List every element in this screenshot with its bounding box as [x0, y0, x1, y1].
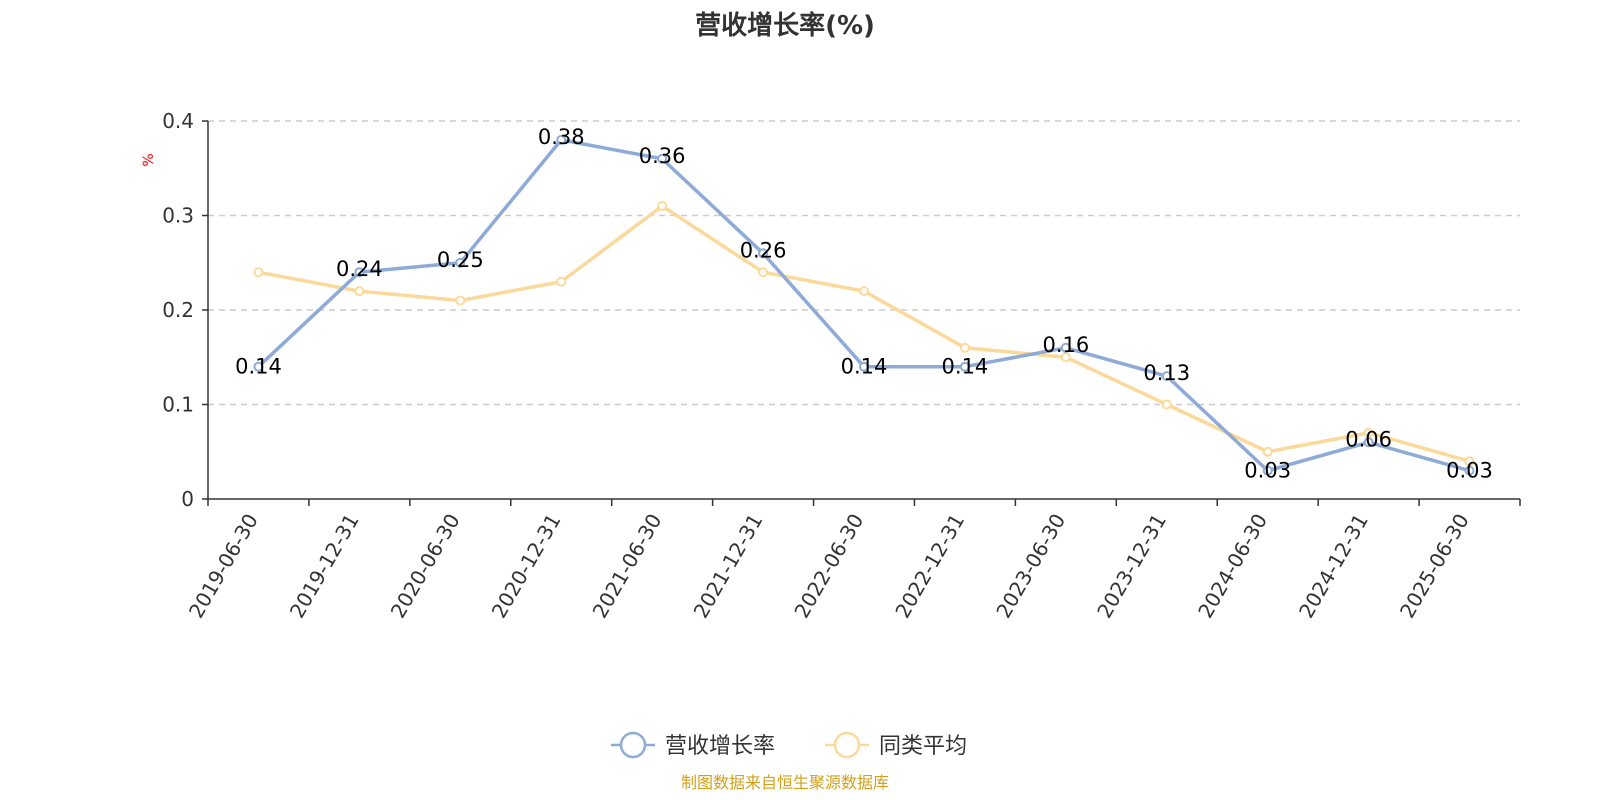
x-tick-label: 2020-06-30 — [386, 510, 465, 623]
data-label: 0.13 — [1143, 361, 1190, 385]
x-tick-label: 2022-06-30 — [789, 510, 868, 623]
data-label: 0.14 — [841, 355, 888, 379]
data-point-series-1 — [253, 267, 264, 278]
data-point-series-0 — [657, 153, 668, 164]
data-point-series-1 — [455, 295, 466, 306]
data-point-series-1 — [657, 201, 668, 212]
data-label: 0.26 — [740, 238, 787, 262]
data-label: 0.24 — [336, 257, 383, 281]
data-label: 0.16 — [1042, 333, 1089, 357]
y-tick-label: 0.1 — [162, 393, 194, 417]
source-note: 制图数据来自恒生聚源数据库 — [681, 773, 889, 792]
series-line-1 — [258, 204, 1471, 463]
x-tick-label: 2024-06-30 — [1193, 510, 1272, 623]
data-point-series-1 — [758, 267, 769, 278]
x-tick-label: 2024-12-31 — [1294, 510, 1373, 623]
x-tick-label: 2023-06-30 — [991, 510, 1070, 623]
x-tick-label: 2019-12-31 — [285, 510, 364, 623]
gridlines — [208, 120, 1520, 406]
data-point-series-1 — [1262, 446, 1273, 457]
data-point-series-1 — [1363, 427, 1374, 438]
x-tick-label: 2025-06-30 — [1395, 510, 1474, 623]
data-label: 0.06 — [1345, 427, 1392, 451]
data-point-series-0 — [859, 361, 869, 372]
data-point-series-1 — [354, 286, 365, 297]
legend-marker-0 — [619, 731, 647, 759]
data-point-series-0 — [1262, 465, 1273, 476]
data-point-series-1 — [556, 276, 567, 287]
legend: 营收增长率 同类平均 — [611, 731, 967, 759]
y-tick-label: 0 — [181, 487, 194, 511]
data-point-series-0 — [1161, 371, 1172, 382]
legend-label: 同类平均 — [879, 734, 967, 759]
legend-label: 营收增长率 — [665, 734, 775, 759]
y-tick-label: 0.2 — [162, 298, 194, 322]
data-point-series-0 — [1464, 465, 1475, 476]
x-tick-label: 2021-06-30 — [588, 510, 667, 623]
data-point-series-1 — [1161, 399, 1172, 410]
x-tick-label: 2019-06-30 — [184, 510, 263, 623]
data-label: 0.03 — [1244, 459, 1291, 483]
data-label: 0.38 — [538, 125, 585, 149]
data-label: 0.14 — [235, 355, 282, 379]
x-tick-label: 2022-12-31 — [890, 510, 969, 623]
data-point-series-0 — [556, 134, 567, 145]
data-point-series-1 — [859, 286, 869, 297]
data-point-series-0 — [1363, 437, 1374, 448]
data-label: 0.03 — [1446, 459, 1493, 483]
data-point-series-0 — [1060, 342, 1071, 353]
data-point-series-0 — [253, 361, 264, 372]
data-label: 0.25 — [437, 248, 484, 272]
series-line-0 — [257, 138, 1471, 473]
data-point-series-0 — [959, 361, 970, 372]
data-point-series-1 — [1060, 352, 1071, 363]
y-tick-label: 0.4 — [162, 109, 194, 133]
y-tick-label: 0.3 — [162, 204, 194, 228]
legend-marker-1 — [833, 731, 861, 759]
data-point-series-1 — [1464, 456, 1475, 467]
chart-title: 营收增长率(%) — [695, 10, 875, 41]
data-label: 0.36 — [639, 144, 686, 168]
x-tick-label: 2020-12-31 — [487, 510, 566, 623]
data-labels: 0.14 0.24 0.25 0.38 0.36 0.26 0.14 0.14 0.16 0.13… — [235, 125, 1493, 483]
data-point-series-0 — [758, 248, 769, 259]
y-axis-unit-label: % — [141, 153, 157, 166]
series-layer — [253, 134, 1475, 476]
x-tick-label: 2023-12-31 — [1092, 510, 1171, 623]
data-point-series-0 — [354, 267, 365, 278]
data-point-series-1 — [959, 342, 970, 353]
data-label: 0.14 — [942, 355, 989, 379]
data-point-series-0 — [455, 257, 466, 268]
x-tick-label: 2021-12-31 — [689, 510, 768, 623]
